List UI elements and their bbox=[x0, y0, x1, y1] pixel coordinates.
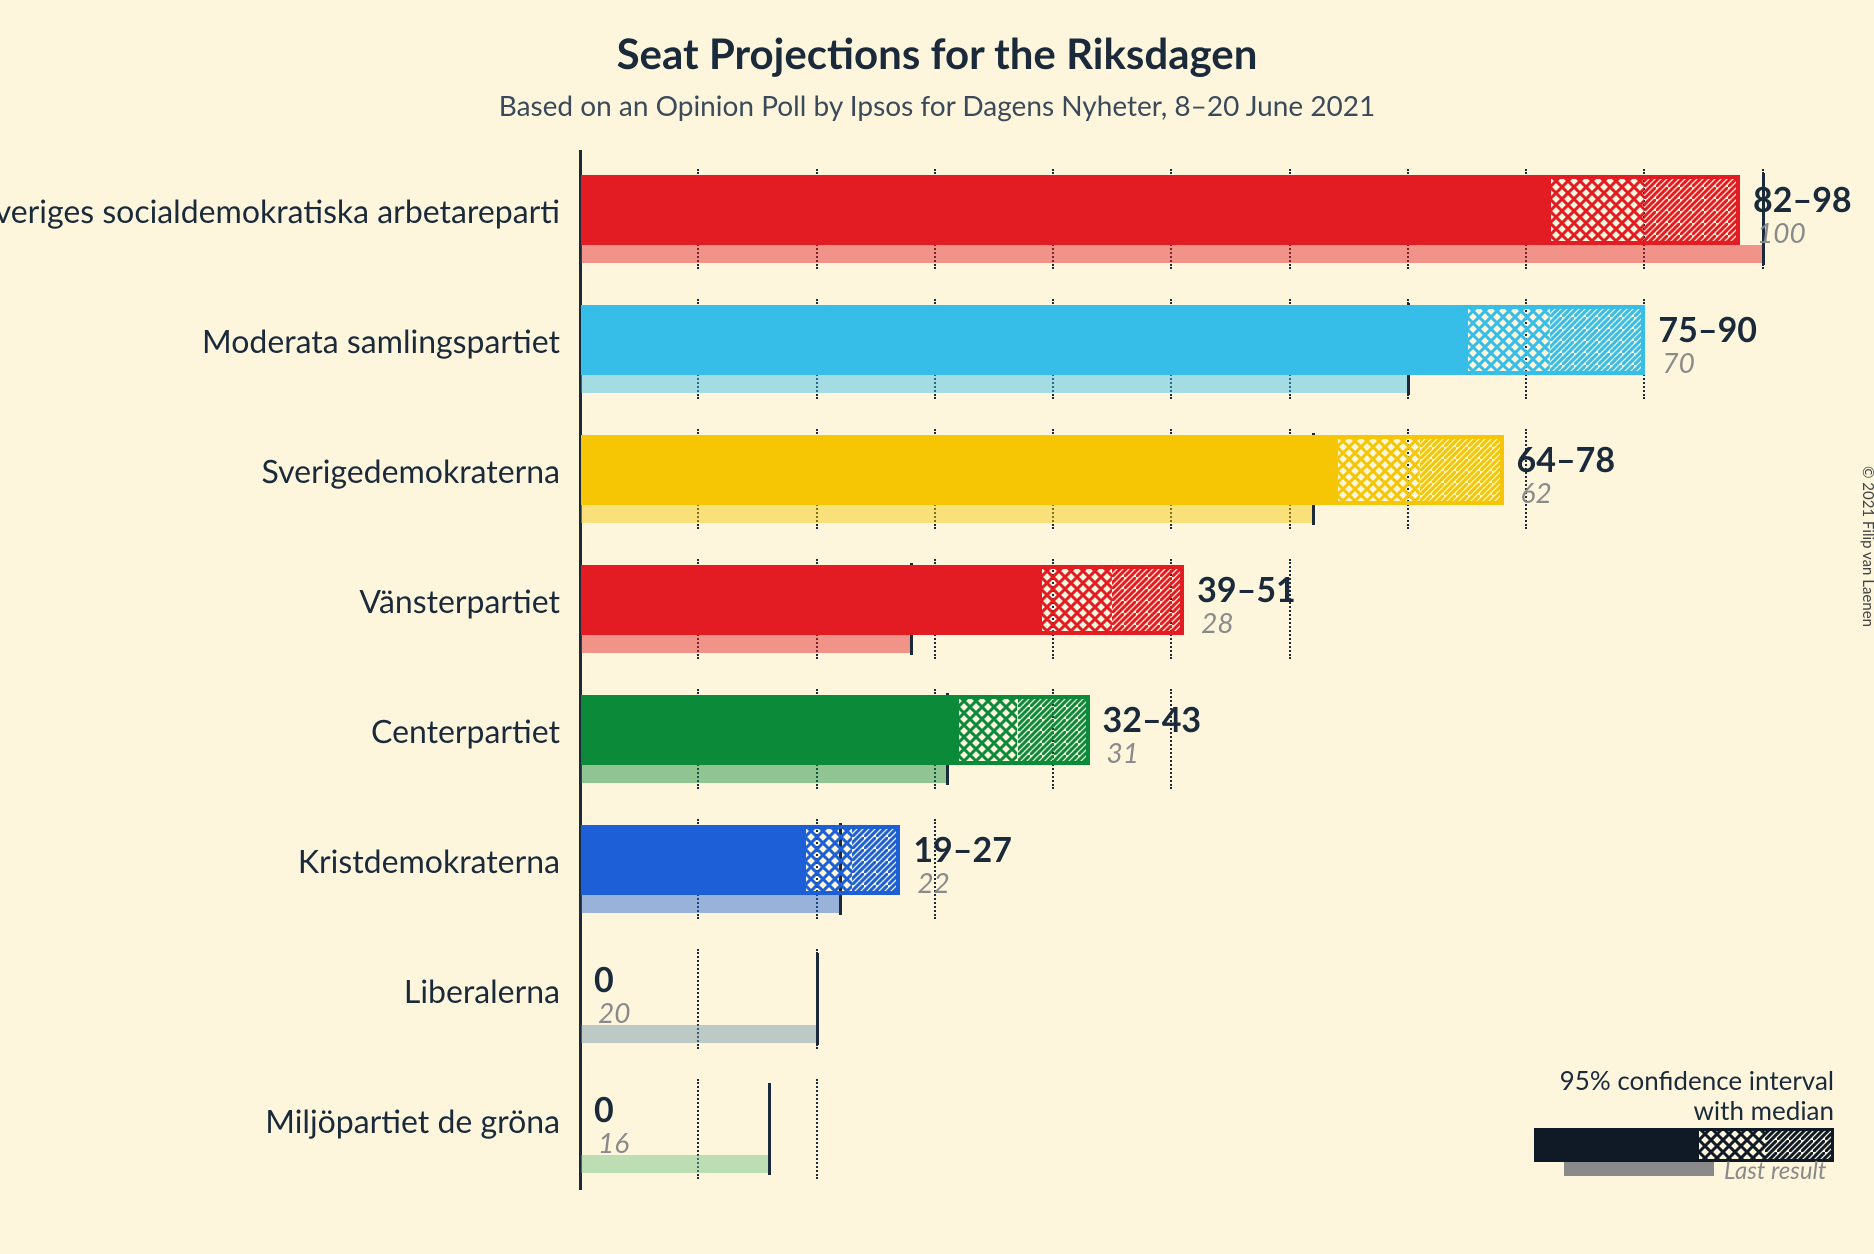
last-result-bar bbox=[581, 635, 912, 653]
chart-subtitle: Based on an Opinion Poll by Ipsos for Da… bbox=[0, 88, 1874, 122]
last-result-label: 28 bbox=[1201, 605, 1233, 639]
party-label: Miljöpartiet de gröna bbox=[265, 1101, 560, 1140]
range-label: 0 bbox=[594, 1089, 614, 1130]
chart-title: Seat Projections for the Riksdagen bbox=[0, 28, 1874, 78]
last-result-bar bbox=[581, 895, 841, 913]
last-result-label: 22 bbox=[917, 865, 949, 899]
party-label: Kristdemokraterna bbox=[298, 841, 560, 880]
party-row: Liberalerna020 bbox=[580, 930, 1810, 1060]
ci-bar-outline bbox=[581, 435, 1504, 505]
ci-bar-outline bbox=[581, 175, 1740, 245]
last-result-label: 16 bbox=[598, 1125, 629, 1159]
last-result-label: 62 bbox=[1521, 475, 1552, 509]
range-label: 19–27 bbox=[913, 829, 1012, 870]
ci-bar-outline bbox=[581, 695, 1090, 765]
last-result-label: 100 bbox=[1757, 215, 1806, 249]
ci-bar-outline bbox=[581, 825, 900, 895]
range-label: 75–90 bbox=[1658, 309, 1757, 350]
range-label: 39–51 bbox=[1197, 569, 1296, 610]
party-label: Moderata samlingspartiet bbox=[202, 321, 560, 360]
last-result-label: 20 bbox=[598, 995, 630, 1029]
range-label: 32–43 bbox=[1103, 699, 1202, 740]
legend-last-text: Last result bbox=[1724, 1156, 1826, 1185]
legend-ci-text-1: 95% confidence interval bbox=[1560, 1064, 1834, 1096]
seat-projections-chart: Seat Projections for the Riksdagen Based… bbox=[0, 0, 1874, 1254]
last-result-bar bbox=[581, 375, 1409, 393]
party-row: Sverigedemokraterna 64–7862 bbox=[580, 410, 1810, 540]
last-result-tick bbox=[768, 1083, 771, 1175]
legend-ci-text-2: with median bbox=[1694, 1094, 1835, 1126]
grid-line bbox=[816, 1079, 818, 1179]
legend-last-swatch bbox=[1564, 1162, 1714, 1176]
last-result-tick bbox=[816, 953, 819, 1045]
party-row: Centerpartiet 32–4331 bbox=[580, 670, 1810, 800]
party-row: Kristdemokraterna 19–2722 bbox=[580, 800, 1810, 930]
party-row: Vänsterpartiet 39–5128 bbox=[580, 540, 1810, 670]
party-row: Moderata samlingspartiet 75–9070 bbox=[580, 280, 1810, 410]
last-result-label: 70 bbox=[1662, 345, 1694, 379]
party-label: Sveriges socialdemokratiska arbetarepart… bbox=[0, 191, 560, 230]
party-row: Sveriges socialdemokratiska arbetarepart… bbox=[580, 150, 1810, 280]
party-label: Liberalerna bbox=[404, 971, 560, 1010]
last-result-bar bbox=[581, 245, 1764, 263]
last-result-bar bbox=[581, 505, 1314, 523]
party-label: Sverigedemokraterna bbox=[262, 451, 560, 490]
range-label: 64–78 bbox=[1517, 439, 1616, 480]
last-result-label: 31 bbox=[1107, 735, 1139, 769]
party-label: Vänsterpartiet bbox=[359, 581, 560, 620]
range-label: 82–98 bbox=[1753, 179, 1852, 220]
ci-bar-outline bbox=[581, 565, 1184, 635]
last-result-bar bbox=[581, 765, 948, 783]
ci-bar-outline bbox=[581, 305, 1645, 375]
legend: 95% confidence intervalwith median Last … bbox=[1414, 1064, 1834, 1214]
copyright-notice: © 2021 Filip van Laenen bbox=[1859, 466, 1874, 627]
party-label: Centerpartiet bbox=[371, 711, 560, 750]
range-label: 0 bbox=[594, 959, 614, 1000]
